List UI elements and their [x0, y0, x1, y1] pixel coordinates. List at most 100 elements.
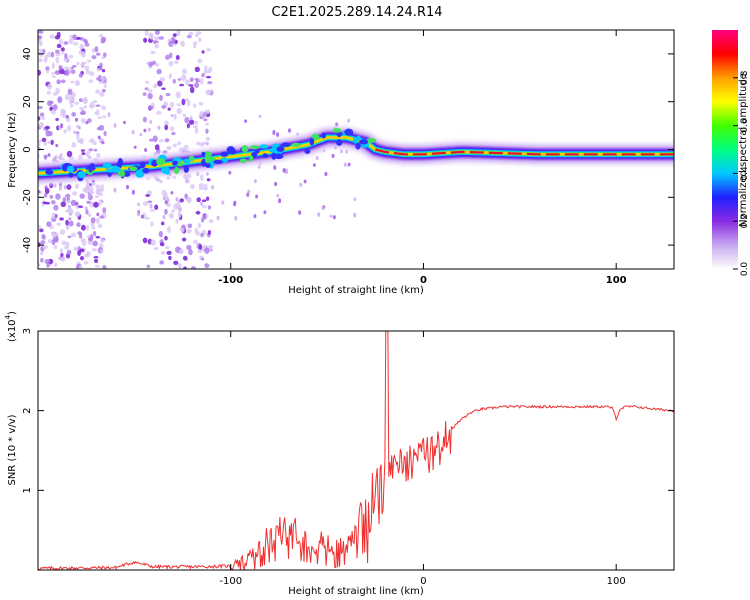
- y-tick-label: 1: [22, 487, 33, 493]
- noise-speck: [95, 109, 100, 116]
- noise-speck: [194, 120, 199, 126]
- noise-speck: [89, 104, 94, 108]
- noise-speck: [187, 223, 193, 229]
- noise-speck: [345, 149, 349, 154]
- noise-speck: [142, 201, 149, 206]
- ridge-blob: [117, 158, 123, 166]
- colorbar-axis: 0.0 0.2 0.4 0.6 0.8: [733, 70, 750, 276]
- colorbar-label: Normalized spectral amplitude: [738, 73, 749, 227]
- noise-speck: [67, 235, 72, 239]
- noise-speck: [56, 222, 62, 226]
- noise-speck: [49, 194, 54, 199]
- noise-speck: [161, 189, 167, 197]
- noise-speck: [186, 228, 192, 234]
- noise-speck: [137, 202, 140, 207]
- noise-speck: [53, 262, 58, 268]
- noise-speck: [324, 171, 328, 177]
- noise-speck: [60, 228, 66, 236]
- ridge-blob: [106, 168, 115, 173]
- noise-speck: [101, 105, 106, 111]
- noise-speck: [164, 235, 168, 241]
- noise-speck: [59, 182, 63, 187]
- noise-speck: [89, 201, 95, 208]
- noise-speck: [142, 92, 147, 96]
- noise-speck: [93, 258, 99, 264]
- x-tick-label: -100: [218, 275, 243, 286]
- noise-speck: [50, 139, 54, 146]
- noise-speck: [168, 212, 174, 219]
- ridge-blob: [45, 169, 54, 175]
- noise-speck: [205, 136, 210, 142]
- noise-speck: [79, 111, 85, 115]
- noise-speck: [192, 125, 198, 129]
- noise-speck: [149, 203, 153, 209]
- noise-speck: [169, 126, 175, 132]
- ridge-blob: [254, 149, 260, 154]
- noise-speck: [53, 245, 58, 249]
- ridge-blob: [259, 144, 269, 149]
- noise-speck: [258, 114, 262, 118]
- noise-speck: [126, 184, 129, 190]
- noise-speck: [176, 107, 182, 115]
- noise-speck: [186, 123, 191, 129]
- noise-speck: [173, 113, 177, 120]
- noise-speck: [204, 263, 210, 268]
- noise-speck: [202, 205, 207, 209]
- noise-speck: [198, 37, 202, 42]
- noise-speck: [198, 244, 203, 250]
- noise-speck: [99, 92, 105, 97]
- noise-speck: [80, 149, 86, 152]
- noise-speck: [282, 167, 286, 173]
- noise-speck: [195, 79, 201, 83]
- ridge-blobs: [45, 128, 377, 182]
- ridge-blob: [205, 163, 211, 168]
- noise-speck: [149, 32, 154, 40]
- noise-speck: [77, 231, 83, 235]
- noise-speck: [343, 162, 347, 167]
- noise-speck: [56, 79, 62, 85]
- noise-speck: [201, 50, 205, 54]
- noise-speck: [47, 239, 52, 244]
- y-tick-label: 40: [22, 48, 33, 61]
- spectrogram-axes: -100 0 100 -40 -20 0 20 40: [22, 30, 674, 286]
- noise-speck: [85, 183, 89, 191]
- noise-speck: [182, 255, 188, 261]
- noise-speck: [69, 104, 74, 108]
- noise-speck: [321, 206, 325, 210]
- ridge-blob: [291, 142, 301, 147]
- noise-speck: [98, 243, 104, 249]
- noise-speck: [166, 145, 172, 151]
- noise-speck: [63, 185, 67, 190]
- noise-speck: [200, 217, 205, 223]
- noise-speck: [178, 248, 184, 255]
- noise-speck: [53, 104, 58, 111]
- noise-speck: [38, 48, 43, 52]
- noise-speck: [78, 154, 83, 161]
- noise-speck: [171, 132, 176, 136]
- noise-speck: [205, 142, 209, 146]
- spectrogram-y-label: Frequency (Hz): [7, 112, 18, 188]
- noise-scatter: [38, 111, 357, 221]
- noise-speck: [96, 212, 100, 217]
- ridge-blob: [68, 172, 74, 178]
- noise-speck: [179, 83, 185, 87]
- noise-speck: [276, 194, 280, 198]
- noise-speck: [42, 245, 48, 250]
- noise-speck: [43, 141, 48, 146]
- noise-speck: [159, 76, 166, 82]
- noise-speck: [60, 51, 65, 55]
- spectrogram-panel: -100 0 100 -40 -20 0 20 40 Height of straight l…: [7, 29, 675, 296]
- noise-speck: [92, 230, 97, 237]
- noise-speck: [199, 174, 204, 181]
- noise-speck: [65, 200, 71, 204]
- noise-speck: [66, 184, 72, 190]
- ridge-blob: [239, 158, 248, 164]
- noise-speck: [38, 30, 44, 34]
- snr-panel: -100 0 100 1 2 3 Height of straight line (km)…: [4, 311, 675, 597]
- noise-speck: [177, 78, 182, 81]
- noise-speck: [51, 232, 57, 238]
- noise-speck: [70, 199, 77, 207]
- noise-speck: [72, 191, 78, 196]
- noise-speck: [47, 153, 51, 157]
- noise-speck: [175, 54, 180, 61]
